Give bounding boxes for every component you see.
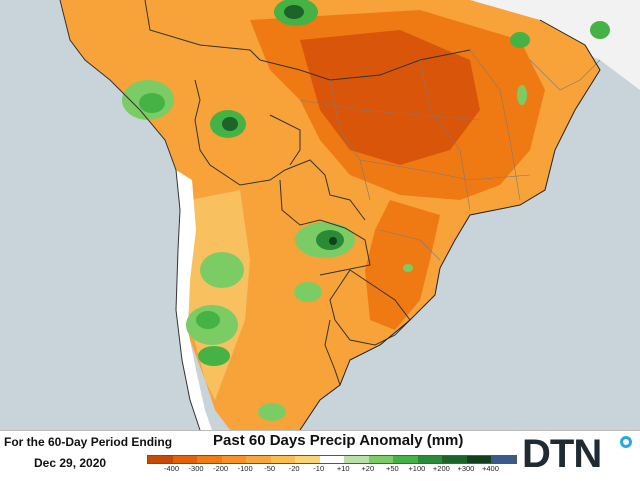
legend-labels: -400 -300 -200 -100 -50 -20 -10 +10 +20 +50 +100 +2…	[147, 464, 503, 476]
legend-label: +20	[361, 464, 375, 473]
legend-label: -400	[164, 464, 180, 473]
legend-swatch	[295, 456, 320, 463]
legend-swatch	[246, 456, 271, 463]
wet-area-bolivia-core	[222, 117, 238, 131]
dry-deep-patch	[365, 200, 440, 330]
wet-area-peru-core	[139, 93, 165, 113]
color-legend	[147, 455, 517, 464]
legend-swatch	[172, 456, 198, 463]
legend-label: +400	[481, 464, 499, 473]
state-borders	[299, 49, 601, 261]
wet-area-argentina-north	[200, 252, 244, 288]
legend-swatch	[491, 456, 516, 463]
map-title: Past 60 Days Precip Anomaly (mm)	[213, 432, 464, 449]
wet-area-coast	[517, 85, 527, 105]
wet-area-south-brazil	[403, 264, 413, 272]
wet-area-patagonia	[258, 403, 286, 421]
coastline	[299, 19, 601, 430]
legend-label: -10	[313, 464, 325, 473]
logo-dot-icon	[620, 436, 632, 448]
legend-footer: For the 60-Day Period Ending Dec 29, 202…	[0, 430, 640, 481]
period-label: For the 60-Day Period Ending	[4, 435, 173, 449]
period-end-date: Dec 29, 2020	[34, 456, 107, 470]
wet-area-east-brazil	[510, 32, 530, 48]
legend-swatch	[368, 456, 394, 463]
legend-swatch	[221, 456, 247, 463]
legend-label: +300	[457, 464, 475, 473]
near-normal-andes	[176, 170, 212, 430]
legend-swatch	[466, 456, 492, 463]
dtn-logo: DTN	[518, 432, 638, 480]
wet-area-argentina-mid-core	[196, 311, 220, 329]
legend-label: -50	[264, 464, 276, 473]
legend-label: +100	[408, 464, 426, 473]
legend-swatch	[417, 456, 443, 463]
legend-label: +200	[432, 464, 450, 473]
country-borders	[59, 0, 471, 430]
legend-label: +50	[385, 464, 399, 473]
legend-label: +10	[336, 464, 350, 473]
land-outside-data	[440, 0, 640, 90]
legend-label: -200	[213, 464, 229, 473]
wet-area-argentina-south	[198, 346, 230, 366]
legend-swatch	[442, 456, 467, 463]
wet-area-paraguay-peak	[329, 237, 337, 245]
legend-swatch	[344, 456, 369, 463]
legend-swatch	[270, 456, 296, 463]
legend-swatch	[393, 456, 418, 463]
precip-anomaly-map	[59, 0, 640, 430]
legend-label: -100	[237, 464, 253, 473]
wet-area-pampas	[294, 282, 322, 302]
legend-label: -300	[188, 464, 204, 473]
legend-swatch	[319, 456, 345, 463]
legend-swatch	[148, 456, 173, 463]
logo-text: DTN	[522, 432, 602, 476]
wet-area-amazon-north-core	[284, 5, 304, 19]
legend-swatch	[197, 456, 222, 463]
dry-pale-region	[182, 190, 250, 400]
legend-label: -20	[288, 464, 300, 473]
wet-area-northeast	[590, 21, 610, 39]
dry-deep-patch	[300, 30, 480, 165]
